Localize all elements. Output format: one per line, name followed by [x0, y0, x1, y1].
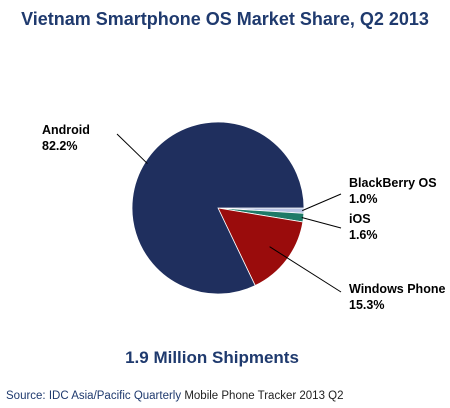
label-windows-phone-name: Windows Phone	[349, 282, 445, 296]
leader-line-windows-phone	[269, 246, 342, 293]
chart-subtitle: 1.9 Million Shipments	[125, 348, 299, 367]
label-blackberry-name: BlackBerry OS	[349, 176, 437, 190]
chart-source: Source: IDC Asia/Pacific Quarterly Mobil…	[6, 390, 344, 402]
leader-line-blackberry-os	[302, 193, 342, 212]
label-android-name: Android	[42, 123, 90, 137]
leader-line-ios	[301, 217, 342, 229]
label-windows-phone-value: 15.3%	[349, 298, 384, 312]
source-prefix: Source: IDC Asia/Pacific Quarterly	[6, 390, 181, 402]
pie-slices	[131, 121, 305, 295]
chart-title: Vietnam Smartphone OS Market Share, Q2 2…	[21, 9, 429, 29]
source-suffix: Mobile Phone Tracker 2013 Q2	[181, 390, 343, 402]
leader-line-android	[116, 133, 148, 164]
leader-lines	[116, 133, 342, 293]
label-ios-name: iOS	[349, 212, 371, 226]
pie-slice-windows-phone	[217, 207, 304, 287]
label-ios-value: 1.6%	[349, 228, 378, 242]
pie-slice-android	[131, 121, 305, 295]
label-blackberry-value: 1.0%	[349, 192, 378, 206]
label-android-value: 82.2%	[42, 139, 77, 153]
